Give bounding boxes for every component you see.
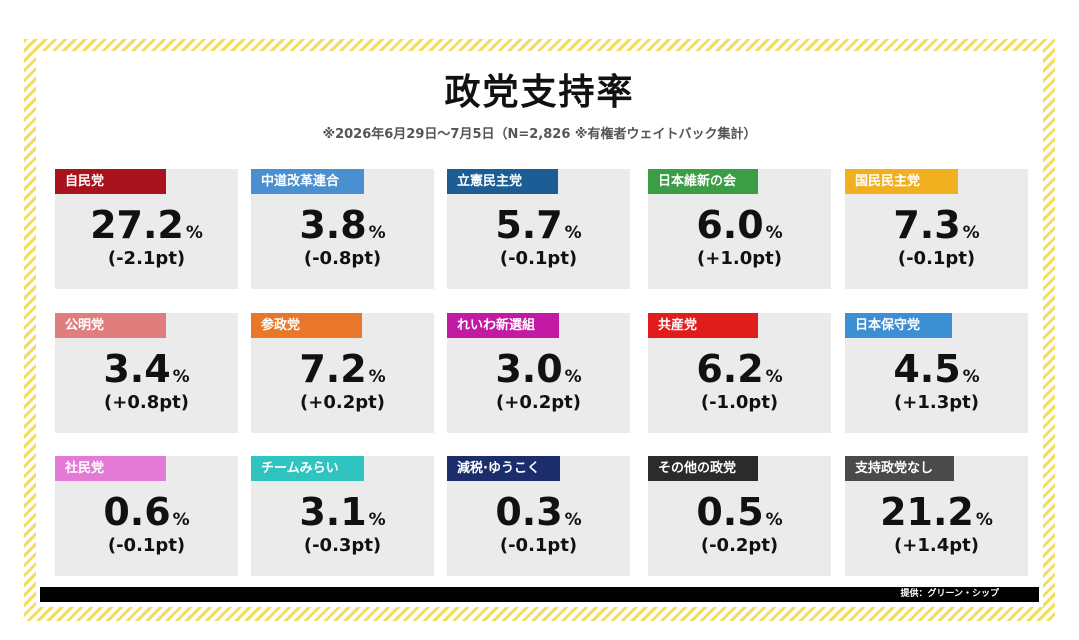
footer-bar: 提供：グリーン・シップ <box>40 587 1039 602</box>
support-value-number: 4.5 <box>893 347 961 391</box>
support-value-number: 0.5 <box>696 490 764 534</box>
party-card: 立憲民主党 5.7% (-0.1pt) <box>447 169 630 289</box>
percent-unit: % <box>975 510 993 530</box>
change-value: (-0.1pt) <box>499 535 578 556</box>
party-name-tag: 公明党 <box>55 313 166 338</box>
support-value-number: 7.3 <box>893 203 961 247</box>
party-name-tag: 自民党 <box>55 169 166 194</box>
party-name-tag: 減税·ゆうこく <box>447 456 560 481</box>
support-value-number: 6.2 <box>696 347 764 391</box>
support-value: 5.7% <box>447 203 630 255</box>
party-name-tag: 日本維新の会 <box>648 169 758 194</box>
change-value: (+1.4pt) <box>894 535 979 556</box>
percent-unit: % <box>172 367 190 387</box>
support-value: 7.2% <box>251 347 434 399</box>
change-value: (+0.2pt) <box>496 392 581 413</box>
change-value: (+1.3pt) <box>894 392 979 413</box>
percent-unit: % <box>962 223 980 243</box>
credit-text: 提供：グリーン・シップ <box>900 589 999 599</box>
change-value: (-0.8pt) <box>303 248 382 269</box>
support-value: 21.2% <box>845 490 1028 542</box>
chart-title: 政党支持率 <box>444 72 635 113</box>
support-value: 4.5% <box>845 347 1028 399</box>
percent-unit: % <box>368 367 386 387</box>
party-card: チームみらい 3.1% (-0.3pt) <box>251 456 434 576</box>
change-value: (-0.2pt) <box>700 535 779 556</box>
party-card: その他の政党 0.5% (-0.2pt) <box>648 456 831 576</box>
party-card: 公明党 3.4% (+0.8pt) <box>55 313 238 433</box>
support-value-number: 5.7 <box>495 203 563 247</box>
party-name-tag: れいわ新選組 <box>447 313 559 338</box>
support-value: 3.8% <box>251 203 434 255</box>
party-card: 日本保守党 4.5% (+1.3pt) <box>845 313 1028 433</box>
party-name-tag: 支持政党なし <box>845 456 954 481</box>
party-card: 社民党 0.6% (-0.1pt) <box>55 456 238 576</box>
party-name-tag: 中道改革連合 <box>251 169 364 194</box>
change-value: (-2.1pt) <box>107 248 186 269</box>
party-name-tag: チームみらい <box>251 456 364 481</box>
support-value-number: 0.6 <box>103 490 171 534</box>
party-name-tag: 共産党 <box>648 313 758 338</box>
change-value: (-0.1pt) <box>107 535 186 556</box>
party-name-tag: 社民党 <box>55 456 166 481</box>
change-value: (+1.0pt) <box>697 248 782 269</box>
support-value-number: 27.2 <box>90 203 184 247</box>
percent-unit: % <box>765 367 783 387</box>
percent-unit: % <box>368 223 386 243</box>
party-card: れいわ新選組 3.0% (+0.2pt) <box>447 313 630 433</box>
change-value: (-0.3pt) <box>303 535 382 556</box>
percent-unit: % <box>564 223 582 243</box>
chart-subtitle: ※2026年6月29日〜7月5日（N=2,826 ※有権者ウェイトバック集計） <box>322 127 757 142</box>
party-card: 中道改革連合 3.8% (-0.8pt) <box>251 169 434 289</box>
percent-unit: % <box>172 510 190 530</box>
party-name-tag: 立憲民主党 <box>447 169 558 194</box>
party-card: 減税·ゆうこく 0.3% (-0.1pt) <box>447 456 630 576</box>
change-value: (-0.1pt) <box>499 248 578 269</box>
change-value: (+0.8pt) <box>104 392 189 413</box>
party-card: 日本維新の会 6.0% (+1.0pt) <box>648 169 831 289</box>
party-card: 共産党 6.2% (-1.0pt) <box>648 313 831 433</box>
change-value: (-1.0pt) <box>700 392 779 413</box>
support-value-number: 3.1 <box>299 490 367 534</box>
support-value: 0.6% <box>55 490 238 542</box>
party-card: 支持政党なし 21.2% (+1.4pt) <box>845 456 1028 576</box>
support-value: 3.4% <box>55 347 238 399</box>
party-name-tag: その他の政党 <box>648 456 758 481</box>
party-name-tag: 日本保守党 <box>845 313 952 338</box>
support-value: 6.2% <box>648 347 831 399</box>
percent-unit: % <box>962 367 980 387</box>
percent-unit: % <box>368 510 386 530</box>
support-value: 3.0% <box>447 347 630 399</box>
party-name-tag: 参政党 <box>251 313 362 338</box>
support-value-number: 0.3 <box>495 490 563 534</box>
support-value: 0.5% <box>648 490 831 542</box>
party-card: 参政党 7.2% (+0.2pt) <box>251 313 434 433</box>
support-value: 3.1% <box>251 490 434 542</box>
party-card: 国民民主党 7.3% (-0.1pt) <box>845 169 1028 289</box>
party-name-tag: 国民民主党 <box>845 169 958 194</box>
change-value: (-0.1pt) <box>897 248 976 269</box>
support-value: 0.3% <box>447 490 630 542</box>
support-value: 7.3% <box>845 203 1028 255</box>
percent-unit: % <box>765 510 783 530</box>
percent-unit: % <box>564 510 582 530</box>
support-value-number: 3.8 <box>299 203 367 247</box>
percent-unit: % <box>185 223 203 243</box>
percent-unit: % <box>564 367 582 387</box>
support-value-number: 3.4 <box>103 347 171 391</box>
support-value-number: 7.2 <box>299 347 367 391</box>
support-value-number: 6.0 <box>696 203 764 247</box>
support-value-number: 21.2 <box>880 490 974 534</box>
percent-unit: % <box>765 223 783 243</box>
support-value-number: 3.0 <box>495 347 563 391</box>
support-value: 27.2% <box>55 203 238 255</box>
support-value: 6.0% <box>648 203 831 255</box>
party-card: 自民党 27.2% (-2.1pt) <box>55 169 238 289</box>
change-value: (+0.2pt) <box>300 392 385 413</box>
